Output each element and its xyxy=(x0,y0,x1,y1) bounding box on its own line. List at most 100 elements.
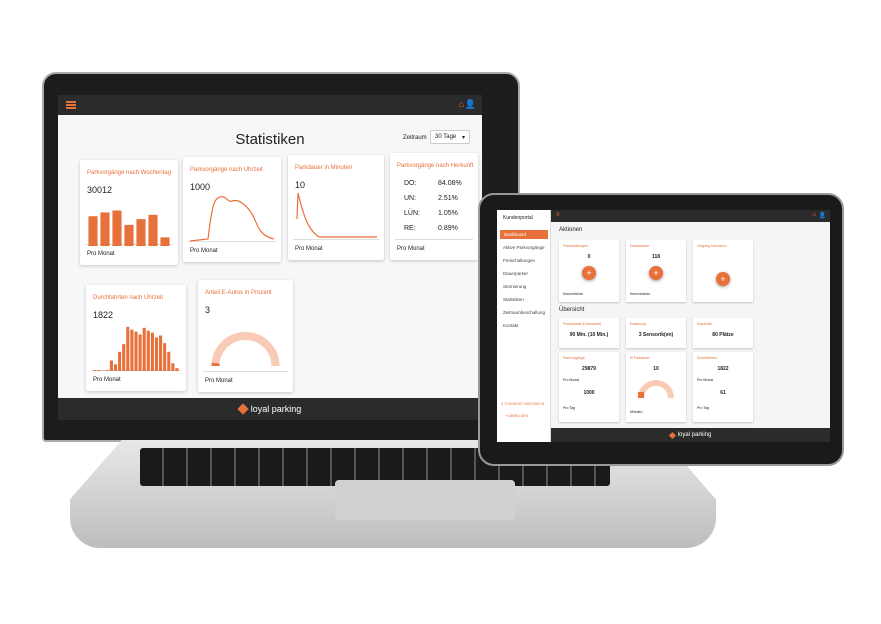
stat-card: Parkvorgänge nach Uhrzeit 1000 Pro Monat xyxy=(183,157,281,262)
caret-down-icon: ▾ xyxy=(461,135,465,141)
card-value: 29879 xyxy=(582,366,596,372)
card-footer: Pro Monat xyxy=(190,248,218,254)
stat-card: Parkvorgänge nach Herkunft Pro Monat DO: 84… xyxy=(390,153,478,260)
gauge-track xyxy=(211,332,280,366)
bar xyxy=(163,343,167,371)
origin-code: RE: xyxy=(404,225,416,232)
add-button[interactable]: + xyxy=(716,272,730,286)
add-button[interactable]: + xyxy=(649,266,663,280)
bar xyxy=(154,337,159,371)
card-title: Dauerparker xyxy=(630,244,650,248)
bar xyxy=(146,330,150,371)
home-icon[interactable]: ⌂ xyxy=(812,212,816,218)
bar xyxy=(88,216,98,246)
stat-card: Freiparkzeit (Karenzzeit) 90 Min. (10 Min… xyxy=(559,318,619,348)
stat-card: Durchfahrten 1822 Pro Monat 61 Pro Tag xyxy=(693,352,753,422)
card-title: Parkdauer in Minuten xyxy=(295,165,353,171)
bar xyxy=(160,237,170,246)
logo-icon xyxy=(668,431,676,439)
bar xyxy=(105,370,109,371)
home-icon[interactable]: ⌂ xyxy=(458,99,464,109)
sidebar: Kundenportal Dashboard Aktive Parkvorgäng… xyxy=(497,210,551,442)
nav-item[interactable]: Statistiken xyxy=(503,297,524,302)
card-value: 1822 xyxy=(93,310,114,320)
brand: loyal parking xyxy=(250,404,302,414)
stat-card: Erfassung 3 Sensorik(en) xyxy=(626,318,686,348)
period-label: Zeitraum xyxy=(403,135,427,141)
mini-chart xyxy=(190,196,274,242)
period-select[interactable]: 30 Tage ▾ xyxy=(430,130,470,144)
card-footer: Pro Monat xyxy=(295,246,323,252)
bar xyxy=(167,351,171,371)
logout-button[interactable]: ⇥ ABMELDEN xyxy=(505,414,528,418)
card-value: 3 Sensorik(en) xyxy=(638,332,674,338)
origin-percent: 1.05% xyxy=(438,210,458,217)
bar xyxy=(130,329,134,371)
mini-chart xyxy=(93,326,179,371)
stat-card: Parkvorgänge 29879 Pro Monat 1000 Pro Tag xyxy=(559,352,619,422)
card-footer: Pro Monat xyxy=(87,251,115,257)
bar xyxy=(126,326,130,371)
location-switch[interactable]: ⚲ STANDORT WECHSELN xyxy=(501,402,545,406)
stat-card: Kapazität 80 Plätze xyxy=(693,318,753,348)
card-title: Ø Parkdauer xyxy=(630,356,650,360)
card-title: Anteil E-Autos in Prozent xyxy=(205,290,272,296)
card-footer: Pro Monat xyxy=(697,378,714,382)
top-bar: ≡ ⌂ 👤 xyxy=(551,210,830,222)
card-value: 30012 xyxy=(87,185,113,195)
bar xyxy=(134,331,138,371)
card-title: Kapazität xyxy=(697,322,712,326)
line xyxy=(190,196,274,242)
card-value: 0 xyxy=(587,254,591,260)
logo-icon xyxy=(237,403,249,415)
bar xyxy=(138,334,142,371)
nav-item[interactable]: Kontakt xyxy=(503,323,519,328)
divider xyxy=(188,241,276,242)
stat-card: Ø Parkdauer 10 Minuten xyxy=(626,352,686,422)
card-title: Freischaltungen xyxy=(563,244,588,248)
menu-icon[interactable]: ≡ xyxy=(556,212,560,218)
card-footer: Pro Monat xyxy=(205,378,233,384)
card-value: 1822 xyxy=(717,366,729,372)
bar xyxy=(93,370,97,371)
divider xyxy=(293,239,379,240)
stat-card: Freischaltungen 0 + Kennzeichen xyxy=(559,240,619,302)
bar xyxy=(175,368,179,371)
tablet-screen: Kundenportal Dashboard Aktive Parkvorgäng… xyxy=(497,210,830,442)
bar xyxy=(150,332,154,371)
card-value: 1000 xyxy=(583,390,595,396)
mini-chart xyxy=(296,193,377,238)
card-footer: Kennzeichen xyxy=(563,292,584,296)
period-value: 30 Tage xyxy=(435,134,457,140)
nav-item[interactable]: Aktive Parkvorgänge xyxy=(503,245,545,250)
nav-item[interactable]: Zeitraumbeschaltung xyxy=(503,310,546,315)
nav-item[interactable]: Dauerparker xyxy=(503,271,529,276)
user-icon[interactable]: 👤 xyxy=(818,213,826,219)
menu-icon[interactable] xyxy=(66,101,76,109)
nav-item[interactable]: Stornierung xyxy=(503,284,527,289)
page-title: Statistiken xyxy=(235,131,305,148)
card-title: Parkvorgänge nach Herkunft xyxy=(397,163,474,169)
card-value: 10 xyxy=(295,180,306,190)
add-button[interactable]: + xyxy=(582,266,596,280)
bar xyxy=(122,344,126,371)
card-value: 80 Plätze xyxy=(712,332,734,338)
bar xyxy=(112,210,122,246)
card-value: 3 xyxy=(205,305,211,315)
card-value: 1000 xyxy=(190,182,211,192)
origin-code: UN: xyxy=(404,195,417,202)
card-footer: Pro Tag xyxy=(563,406,575,410)
bar xyxy=(100,212,110,246)
divider xyxy=(395,239,473,240)
user-icon[interactable]: 👤 xyxy=(464,99,476,109)
nav-item[interactable]: Dashboard xyxy=(500,230,548,239)
stat-card: Anteil E-Autos in Prozent 3 Pro Monat xyxy=(198,280,293,392)
bar xyxy=(171,363,175,371)
nav-item[interactable]: Freischaltungen xyxy=(503,258,536,263)
overview-heading: Übersicht xyxy=(559,307,585,313)
actions-heading: Aktionen xyxy=(559,227,583,233)
card-value: 118 xyxy=(651,254,661,260)
stat-card: Parkvorgänge nach Wochentag 30012 Pro Mona… xyxy=(80,160,178,265)
bar xyxy=(124,224,134,246)
origin-percent: 2.51% xyxy=(438,195,458,202)
